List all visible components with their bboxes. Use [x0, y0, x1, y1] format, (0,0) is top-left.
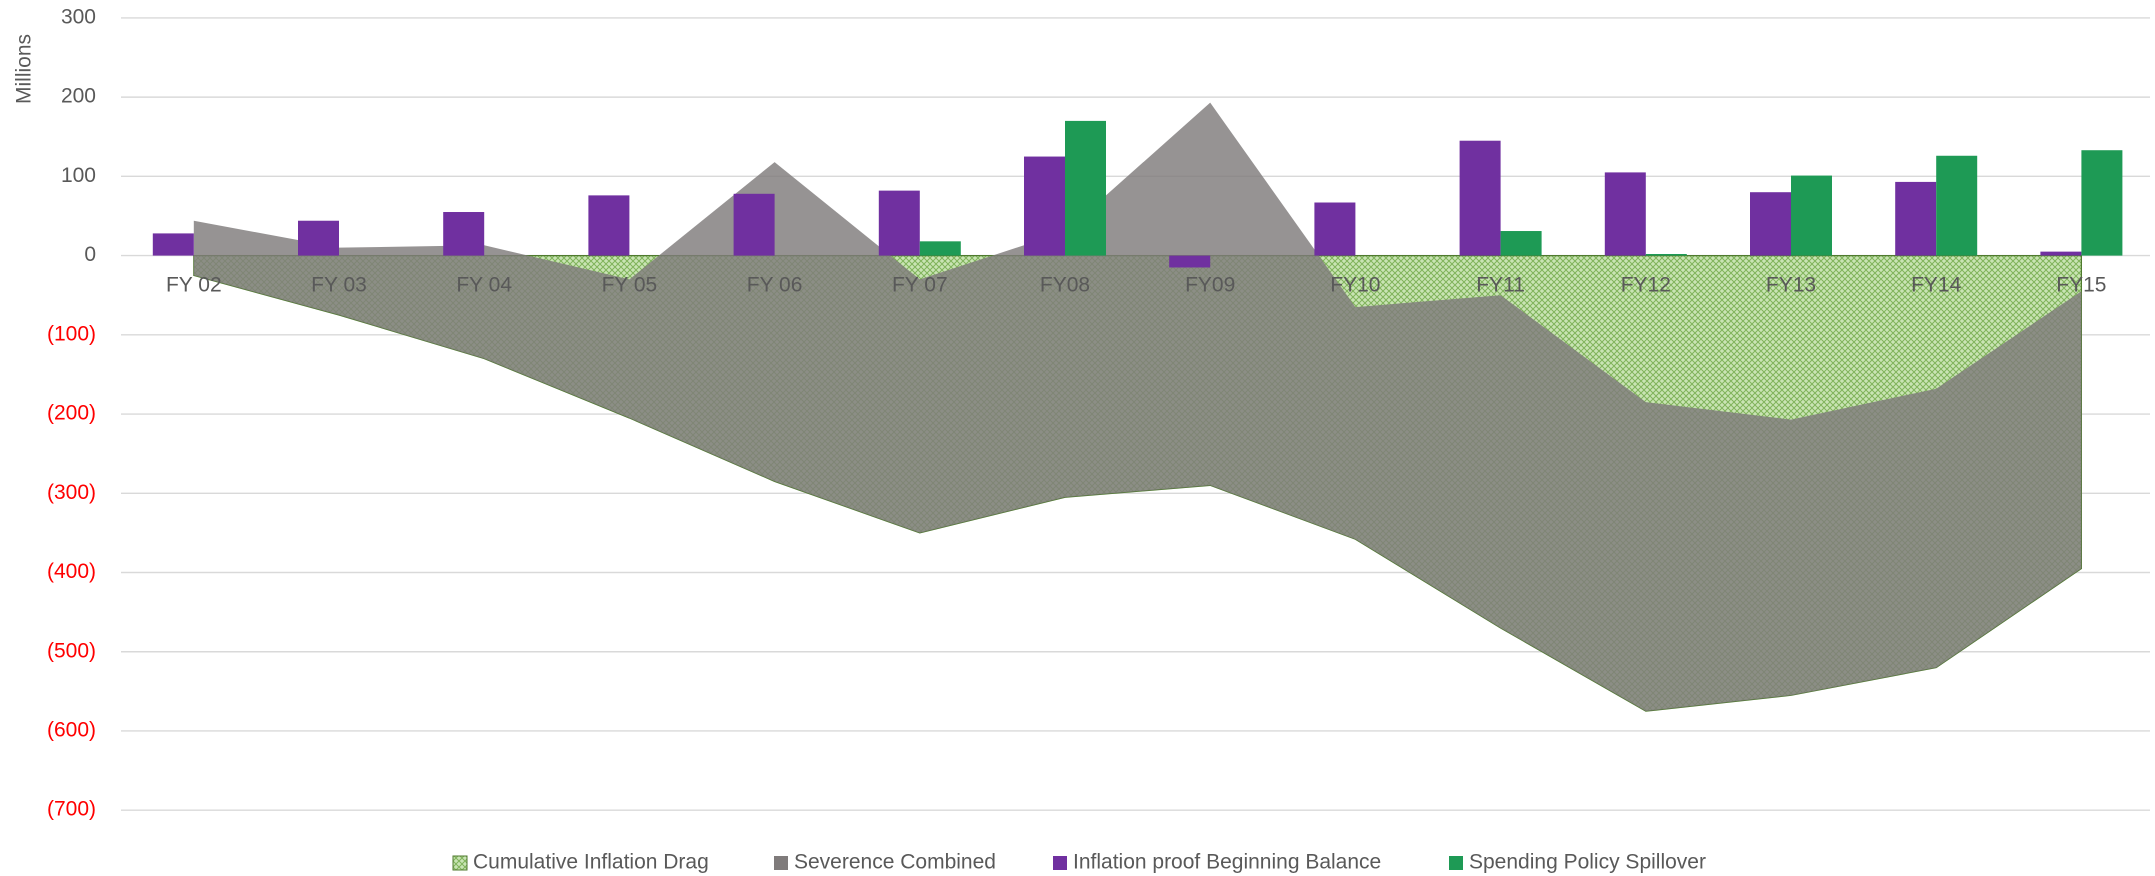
legend-label: Inflation proof Beginning Balance	[1073, 851, 1381, 874]
x-tick-label: FY14	[1911, 274, 1962, 297]
bar	[1604, 172, 1646, 256]
y-tick-label: (400)	[47, 560, 96, 583]
legend-swatch	[452, 855, 468, 871]
y-tick-label: (700)	[47, 798, 96, 821]
bar	[1791, 175, 1832, 256]
bar	[1459, 140, 1501, 256]
y-tick-label: (200)	[47, 402, 96, 425]
legend-swatch	[1449, 856, 1463, 870]
x-tick-label: FY 07	[892, 274, 948, 297]
x-tick-label: FY 06	[747, 274, 803, 297]
bar	[1500, 231, 1542, 256]
x-tick-label: FY12	[1621, 274, 1671, 297]
y-tick-label: 200	[61, 85, 96, 108]
bar	[2081, 150, 2123, 256]
legend-label: Spending Policy Spillover	[1469, 851, 1706, 874]
bar	[1065, 120, 1106, 256]
y-tick-label: (100)	[47, 322, 96, 345]
y-tick-label: (600)	[47, 719, 96, 742]
legend-swatch	[774, 856, 788, 870]
legend-label: Severence Combined	[794, 851, 996, 874]
x-tick-label: FY08	[1040, 274, 1090, 297]
bar	[152, 233, 194, 256]
y-axis-title: Millions	[13, 34, 36, 104]
bar	[1895, 181, 1937, 256]
bar	[919, 241, 961, 256]
bar	[733, 193, 775, 256]
x-tick-label: FY 03	[311, 274, 367, 297]
area	[193, 102, 2082, 712]
bar	[1645, 254, 1687, 256]
bar	[1024, 156, 1065, 256]
x-tick-label: FY15	[2056, 274, 2106, 297]
y-tick-label: 300	[61, 5, 96, 28]
x-tick-label: FY 04	[456, 274, 512, 297]
bar	[1314, 202, 1356, 256]
bar	[1936, 155, 1978, 256]
x-tick-label: FY13	[1766, 274, 1816, 297]
x-tick-label: FY09	[1185, 274, 1235, 297]
bar	[1169, 255, 1211, 268]
bar	[298, 220, 339, 256]
x-tick-label: FY10	[1330, 274, 1380, 297]
y-tick-label: 100	[61, 164, 96, 187]
bar	[443, 212, 485, 256]
legend-swatch	[1053, 856, 1067, 870]
x-tick-label: FY 05	[602, 274, 658, 297]
bar	[878, 190, 920, 256]
legend-label: Cumulative Inflation Drag	[473, 851, 709, 874]
bar	[588, 195, 630, 256]
x-tick-label: FY 02	[166, 274, 222, 297]
x-tick-label: FY11	[1476, 274, 1525, 297]
y-tick-label: (500)	[47, 639, 96, 662]
bar	[1750, 192, 1791, 256]
bar	[2040, 251, 2082, 256]
y-tick-label: (300)	[47, 481, 96, 504]
y-tick-label: 0	[84, 243, 96, 266]
